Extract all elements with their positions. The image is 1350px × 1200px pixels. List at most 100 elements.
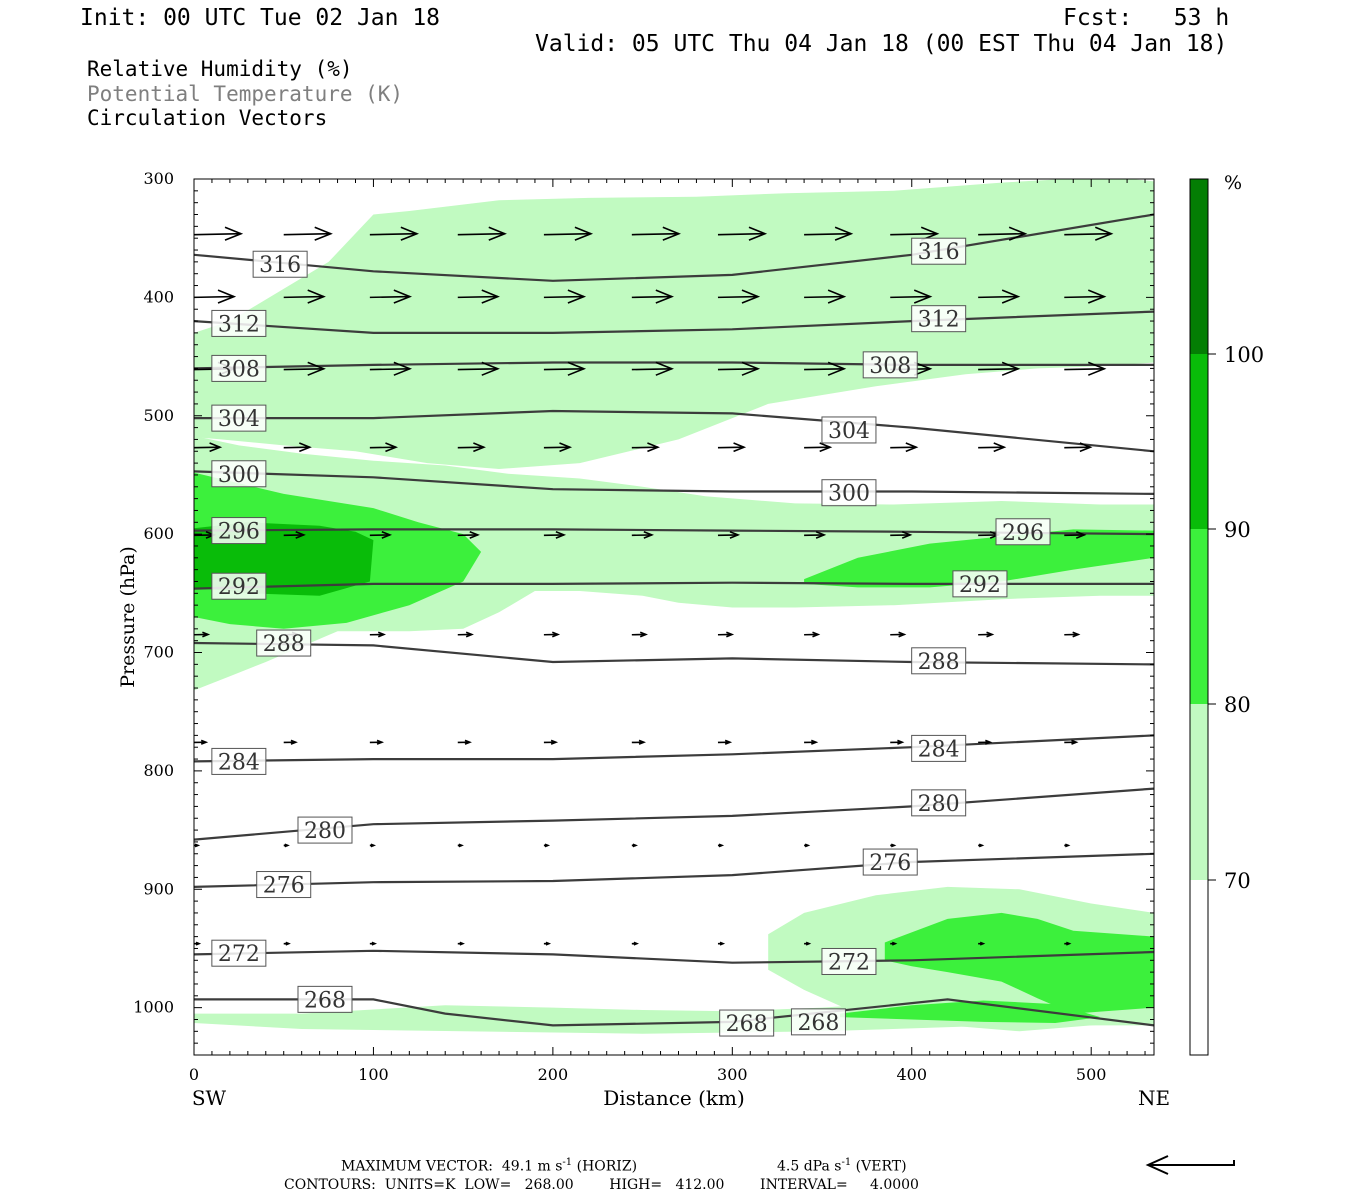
exponent-2: -1 <box>841 1157 852 1168</box>
contours-info: CONTOURS: UNITS=K LOW= 268.00 HIGH= 412.… <box>284 1177 919 1193</box>
theta-contour-304 <box>194 409 1154 453</box>
theta-contour-272 <box>194 949 1154 964</box>
theta-contour-296 <box>194 528 1154 536</box>
circulation-vector <box>978 941 986 946</box>
colorbar-label: 100 <box>1224 343 1264 367</box>
circulation-vector <box>978 289 1021 304</box>
circulation-vector <box>369 442 399 453</box>
circulation-vector <box>804 530 827 539</box>
y-tick-label: 1000 <box>133 998 174 1017</box>
circulation-vector <box>1064 442 1093 453</box>
theta-label-text: 316 <box>918 240 960 265</box>
circulation-vector <box>1064 843 1071 848</box>
theta-label-292: 292 <box>952 570 1008 598</box>
theta-label-284: 284 <box>911 734 967 762</box>
field-theta: Potential Temperature (K) <box>87 82 404 106</box>
circulation-vector <box>543 530 567 539</box>
x-axis-label: Distance (km) <box>603 1086 745 1110</box>
circulation-vector <box>978 631 995 638</box>
circulation-vector <box>804 941 812 946</box>
theta-label-text: 296 <box>1002 521 1044 546</box>
field-vectors: Circulation Vectors <box>87 106 328 130</box>
colorbar-label: 70 <box>1224 869 1251 893</box>
theta-label-text: 312 <box>218 312 260 337</box>
colorbar-segment <box>1190 354 1208 529</box>
circulation-vector <box>543 226 594 241</box>
circulation-vector <box>631 843 638 848</box>
y-tick-label: 600 <box>143 524 174 543</box>
forecast-hour: Fcst: 53 h <box>1063 5 1230 31</box>
rh-region-80 <box>884 912 1154 1014</box>
circulation-vector <box>717 843 725 848</box>
circulation-vector <box>457 361 500 376</box>
max-vert-suffix: (VERT) <box>851 1158 907 1175</box>
circulation-vector <box>631 530 654 539</box>
circulation-vector <box>283 442 312 453</box>
theta-label-text: 288 <box>263 632 305 657</box>
circulation-vector <box>631 226 681 241</box>
circulation-vector <box>543 843 551 848</box>
circulation-vector <box>1064 631 1081 638</box>
y-tick-label: 900 <box>143 879 174 898</box>
theta-label-312: 312 <box>211 309 267 337</box>
rh-region-70 <box>194 179 1154 469</box>
theta-label-268: 268 <box>297 985 353 1013</box>
colorbar-frame <box>1189 178 1209 1056</box>
circulation-vector <box>804 739 819 745</box>
colorbar-segment <box>1190 704 1208 880</box>
circulation-vector <box>369 843 377 848</box>
theta-label-304: 304 <box>821 416 877 444</box>
circulation-vector <box>978 739 993 745</box>
theta-label-296: 296 <box>211 517 267 545</box>
colorbar-segment <box>1190 529 1208 704</box>
circulation-vector <box>804 442 833 453</box>
y-tick-label: 800 <box>143 761 174 780</box>
circulation-vector <box>457 631 474 638</box>
reference-vector <box>1145 1155 1235 1175</box>
theta-label-312: 312 <box>911 305 967 333</box>
theta-label-text: 316 <box>259 253 301 278</box>
circulation-vector <box>369 530 393 539</box>
circulation-vector <box>194 631 211 638</box>
max-horiz-text: MAXIMUM VECTOR: 49.1 m s <box>341 1158 563 1175</box>
sw-label: SW <box>192 1086 227 1110</box>
max-vector-line: MAXIMUM VECTOR: 49.1 m s-1 (HORIZ) <box>341 1158 637 1174</box>
circulation-vector <box>457 941 465 946</box>
theta-contour-276 <box>194 852 1154 888</box>
circulation-vector <box>543 739 559 745</box>
circulation-vector <box>631 289 674 304</box>
circulation-vector <box>717 631 735 638</box>
rh-region-70 <box>194 435 1154 691</box>
circulation-vector <box>717 442 747 453</box>
circulation-vector <box>283 361 326 376</box>
exponent-1: -1 <box>562 1157 573 1168</box>
theta-label-304: 304 <box>211 404 267 432</box>
colorbar-segment <box>1190 880 1208 1055</box>
circulation-vector <box>978 361 1021 376</box>
theta-label-280: 280 <box>911 789 967 817</box>
theta-label-296: 296 <box>995 518 1051 546</box>
circulation-vector <box>717 739 733 745</box>
circulation-vector <box>890 631 907 638</box>
circulation-vector <box>717 226 768 241</box>
theta-label-268: 268 <box>790 1008 846 1036</box>
theta-contour-308 <box>194 361 1154 370</box>
theta-label-text: 276 <box>263 874 305 899</box>
circulation-vector <box>543 631 561 638</box>
max-horiz-suffix: (HORIZ) <box>572 1158 638 1175</box>
x-tick-label: 300 <box>717 1065 748 1084</box>
circulation-vector <box>194 226 244 241</box>
circulation-vector <box>543 289 587 304</box>
theta-label-292: 292 <box>211 572 267 600</box>
circulation-vector <box>804 361 847 376</box>
circulation-vector <box>1064 739 1079 745</box>
theta-label-text: 292 <box>218 575 260 600</box>
circulation-vector <box>804 631 821 638</box>
theta-label-text: 308 <box>869 354 911 379</box>
circulation-vector <box>890 530 913 539</box>
theta-label-308: 308 <box>862 351 918 379</box>
circulation-vector <box>457 739 472 745</box>
theta-label-276: 276 <box>862 848 918 876</box>
circulation-vector <box>543 361 587 376</box>
